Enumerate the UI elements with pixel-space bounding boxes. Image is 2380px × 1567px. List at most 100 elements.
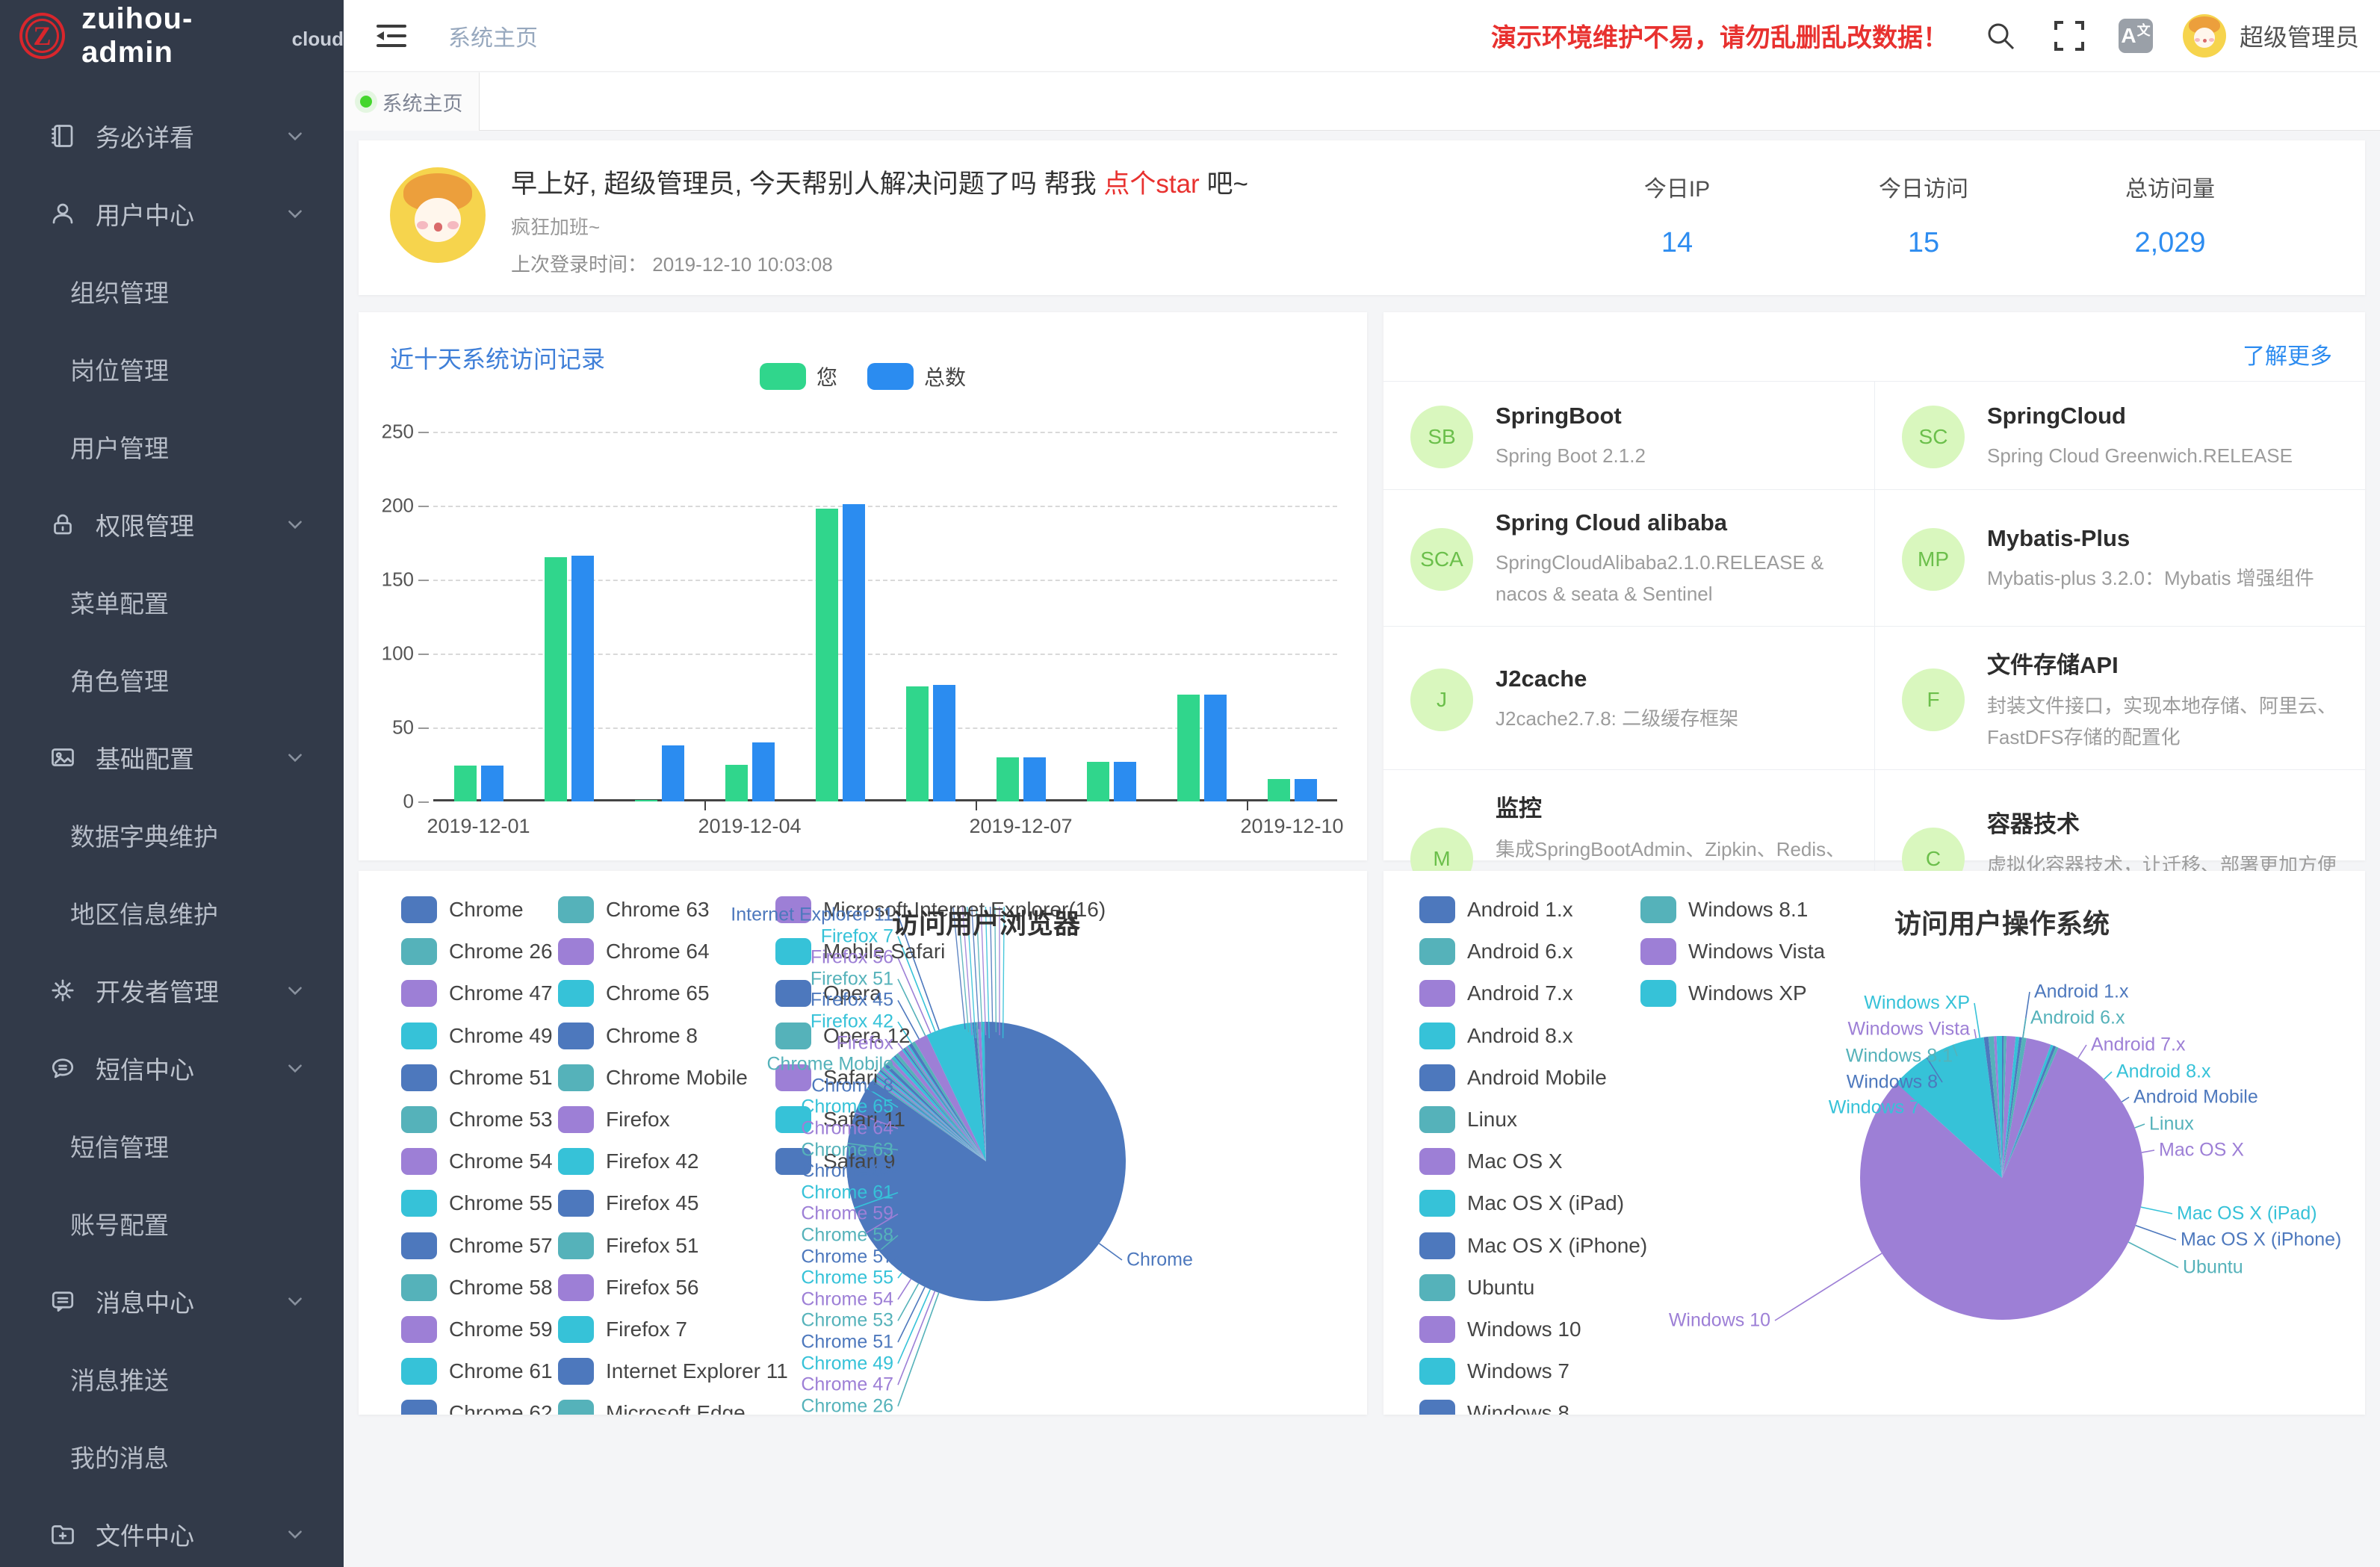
bar-您-2019-12-10[interactable] bbox=[1268, 779, 1290, 801]
legend-item-Android Mobile[interactable]: Android Mobile bbox=[1419, 1064, 1607, 1091]
sidebar-item-开发者管理[interactable]: 开发者管理 bbox=[0, 952, 344, 1029]
sidebar-subitem-岗位管理[interactable]: 岗位管理 bbox=[0, 330, 344, 408]
legend-item-Android 1.x[interactable]: Android 1.x bbox=[1419, 896, 1573, 923]
legend-item-Chrome 57[interactable]: Chrome 57 bbox=[401, 1232, 553, 1259]
legend-item-Windows 8.1[interactable]: Windows 8.1 bbox=[1640, 896, 1808, 923]
sidebar-subitem-数据字典维护[interactable]: 数据字典维护 bbox=[0, 796, 344, 874]
app-logo[interactable]: Z zuihou-admin cloud bbox=[0, 0, 344, 72]
bar-您-2019-12-01[interactable] bbox=[454, 766, 477, 801]
sidebar-item-用户中心[interactable]: 用户中心 bbox=[0, 175, 344, 252]
legend-item-Linux[interactable]: Linux bbox=[1419, 1106, 1517, 1133]
legend-item-Ubuntu[interactable]: Ubuntu bbox=[1419, 1274, 1534, 1301]
tech-text: J2cacheJ2cache2.7.8: 二级缓存框架 bbox=[1496, 665, 1738, 734]
legend-item-Chrome 54[interactable]: Chrome 54 bbox=[401, 1148, 553, 1175]
bar-总数-2019-12-01[interactable] bbox=[481, 766, 503, 801]
legend-item-Mac OS X[interactable]: Mac OS X bbox=[1419, 1148, 1563, 1175]
legend-item-您[interactable]: 您 bbox=[760, 362, 837, 391]
sidebar-subitem-菜单配置[interactable]: 菜单配置 bbox=[0, 563, 344, 641]
legend-item-Firefox 56[interactable]: Firefox 56 bbox=[558, 1274, 699, 1301]
bar-您-2019-12-05[interactable] bbox=[816, 509, 838, 801]
bar-总数-2019-12-04[interactable] bbox=[752, 742, 775, 801]
legend-item-Android 8.x[interactable]: Android 8.x bbox=[1419, 1023, 1573, 1049]
learn-more-link[interactable]: 了解更多 bbox=[2243, 338, 2332, 370]
legend-item-Windows 8[interactable]: Windows 8 bbox=[1419, 1400, 1569, 1415]
legend-item-Chrome 61[interactable]: Chrome 61 bbox=[401, 1358, 553, 1385]
search-icon[interactable] bbox=[1984, 19, 2017, 52]
bar-您-2019-12-03[interactable] bbox=[635, 800, 657, 801]
legend-item-Chrome 58[interactable]: Chrome 58 bbox=[401, 1274, 553, 1301]
bar-总数-2019-12-05[interactable] bbox=[843, 504, 865, 801]
bar-您-2019-12-04[interactable] bbox=[725, 765, 748, 802]
bar-您-2019-12-09[interactable] bbox=[1177, 695, 1200, 801]
legend-item-Firefox 45[interactable]: Firefox 45 bbox=[558, 1190, 699, 1217]
bar-总数-2019-12-06[interactable] bbox=[933, 685, 955, 801]
legend-item-Chrome 65[interactable]: Chrome 65 bbox=[558, 980, 710, 1007]
legend-item-Microsoft Edge[interactable]: Microsoft Edge bbox=[558, 1400, 746, 1415]
bar-总数-2019-12-07[interactable] bbox=[1023, 757, 1046, 801]
bar-您-2019-12-02[interactable] bbox=[545, 557, 567, 801]
sidebar-item-务必详看[interactable]: 务必详看 bbox=[0, 97, 344, 175]
sidebar-subitem-账号配置[interactable]: 账号配置 bbox=[0, 1185, 344, 1262]
legend-item-Chrome 49[interactable]: Chrome 49 bbox=[401, 1023, 553, 1049]
legend-label: Android 7.x bbox=[1467, 981, 1573, 1005]
bar-您-2019-12-06[interactable] bbox=[906, 686, 929, 801]
legend-item-Windows Vista[interactable]: Windows Vista bbox=[1640, 938, 1825, 965]
bar-您-2019-12-08[interactable] bbox=[1087, 762, 1109, 801]
sidebar-item-文件中心[interactable]: 文件中心 bbox=[0, 1495, 344, 1567]
user-avatar[interactable] bbox=[2183, 14, 2226, 58]
current-user-name[interactable]: 超级管理员 bbox=[2240, 19, 2359, 53]
language-icon[interactable]: A文 bbox=[2119, 19, 2153, 53]
x-axis-label: 2019-12-10 bbox=[1240, 815, 1343, 838]
sidebar-subitem-消息推送[interactable]: 消息推送 bbox=[0, 1340, 344, 1418]
legend-item-总数[interactable]: 总数 bbox=[867, 362, 966, 391]
legend-item-Chrome 8[interactable]: Chrome 8 bbox=[558, 1023, 698, 1049]
sidebar-subitem-我的消息[interactable]: 我的消息 bbox=[0, 1418, 344, 1495]
sidebar-item-消息中心[interactable]: 消息中心 bbox=[0, 1262, 344, 1340]
legend-item-Chrome[interactable]: Chrome bbox=[401, 896, 524, 923]
legend-item-Chrome 53[interactable]: Chrome 53 bbox=[401, 1106, 553, 1133]
legend-item-Mac OS X (iPhone)[interactable]: Mac OS X (iPhone) bbox=[1419, 1232, 1647, 1259]
legend-item-Firefox[interactable]: Firefox bbox=[558, 1106, 670, 1133]
legend-item-Chrome Mobile[interactable]: Chrome Mobile bbox=[558, 1064, 748, 1091]
legend-label: Chrome 47 bbox=[449, 981, 553, 1005]
breadcrumb[interactable]: 系统主页 bbox=[448, 19, 538, 52]
legend-item-Windows 7[interactable]: Windows 7 bbox=[1419, 1358, 1569, 1385]
legend-item-Android 6.x[interactable]: Android 6.x bbox=[1419, 938, 1573, 965]
legend-item-Chrome 62[interactable]: Chrome 62 bbox=[401, 1400, 553, 1415]
legend-item-Chrome 51[interactable]: Chrome 51 bbox=[401, 1064, 553, 1091]
active-tab-dot bbox=[360, 96, 372, 108]
fullscreen-icon[interactable] bbox=[2053, 19, 2086, 52]
bar-总数-2019-12-02[interactable] bbox=[571, 556, 594, 801]
bar-您-2019-12-07[interactable] bbox=[997, 757, 1019, 801]
legend-item-Chrome 55[interactable]: Chrome 55 bbox=[401, 1190, 553, 1217]
logo-z-icon: Z bbox=[19, 13, 65, 59]
legend-item-Windows 10[interactable]: Windows 10 bbox=[1419, 1316, 1581, 1343]
collapse-menu-icon[interactable] bbox=[376, 23, 406, 49]
sidebar-subitem-组织管理[interactable]: 组织管理 bbox=[0, 252, 344, 330]
sidebar-subitem-角色管理[interactable]: 角色管理 bbox=[0, 641, 344, 719]
bar-总数-2019-12-03[interactable] bbox=[662, 745, 684, 801]
bar-总数-2019-12-09[interactable] bbox=[1204, 695, 1227, 801]
sidebar-item-权限管理[interactable]: 权限管理 bbox=[0, 485, 344, 563]
legend-item-Mac OS X (iPad)[interactable]: Mac OS X (iPad) bbox=[1419, 1190, 1624, 1217]
sidebar-subitem-短信管理[interactable]: 短信管理 bbox=[0, 1107, 344, 1185]
sidebar-item-短信中心[interactable]: 短信中心 bbox=[0, 1029, 344, 1107]
legend-item-Chrome 47[interactable]: Chrome 47 bbox=[401, 980, 553, 1007]
legend-item-Firefox 42[interactable]: Firefox 42 bbox=[558, 1148, 699, 1175]
legend-item-Windows XP[interactable]: Windows XP bbox=[1640, 980, 1807, 1007]
sidebar-subitem-地区信息维护[interactable]: 地区信息维护 bbox=[0, 874, 344, 952]
legend-item-Firefox 7[interactable]: Firefox 7 bbox=[558, 1316, 687, 1343]
sidebar-item-基础配置[interactable]: 基础配置 bbox=[0, 719, 344, 796]
tab-system-home[interactable]: 系统主页 bbox=[344, 72, 480, 131]
legend-item-Chrome 59[interactable]: Chrome 59 bbox=[401, 1316, 553, 1343]
legend-item-Chrome 64[interactable]: Chrome 64 bbox=[558, 938, 710, 965]
legend-item-Chrome 26[interactable]: Chrome 26 bbox=[401, 938, 553, 965]
bar-总数-2019-12-10[interactable] bbox=[1295, 779, 1317, 801]
legend-item-Android 7.x[interactable]: Android 7.x bbox=[1419, 980, 1573, 1007]
legend-item-Firefox 51[interactable]: Firefox 51 bbox=[558, 1232, 699, 1259]
legend-item-Internet Explorer 11[interactable]: Internet Explorer 11 bbox=[558, 1358, 788, 1385]
sidebar-subitem-用户管理[interactable]: 用户管理 bbox=[0, 408, 344, 485]
bar-总数-2019-12-08[interactable] bbox=[1114, 762, 1136, 801]
star-link[interactable]: 点个star bbox=[1103, 170, 1199, 199]
legend-item-Chrome 63[interactable]: Chrome 63 bbox=[558, 896, 710, 923]
